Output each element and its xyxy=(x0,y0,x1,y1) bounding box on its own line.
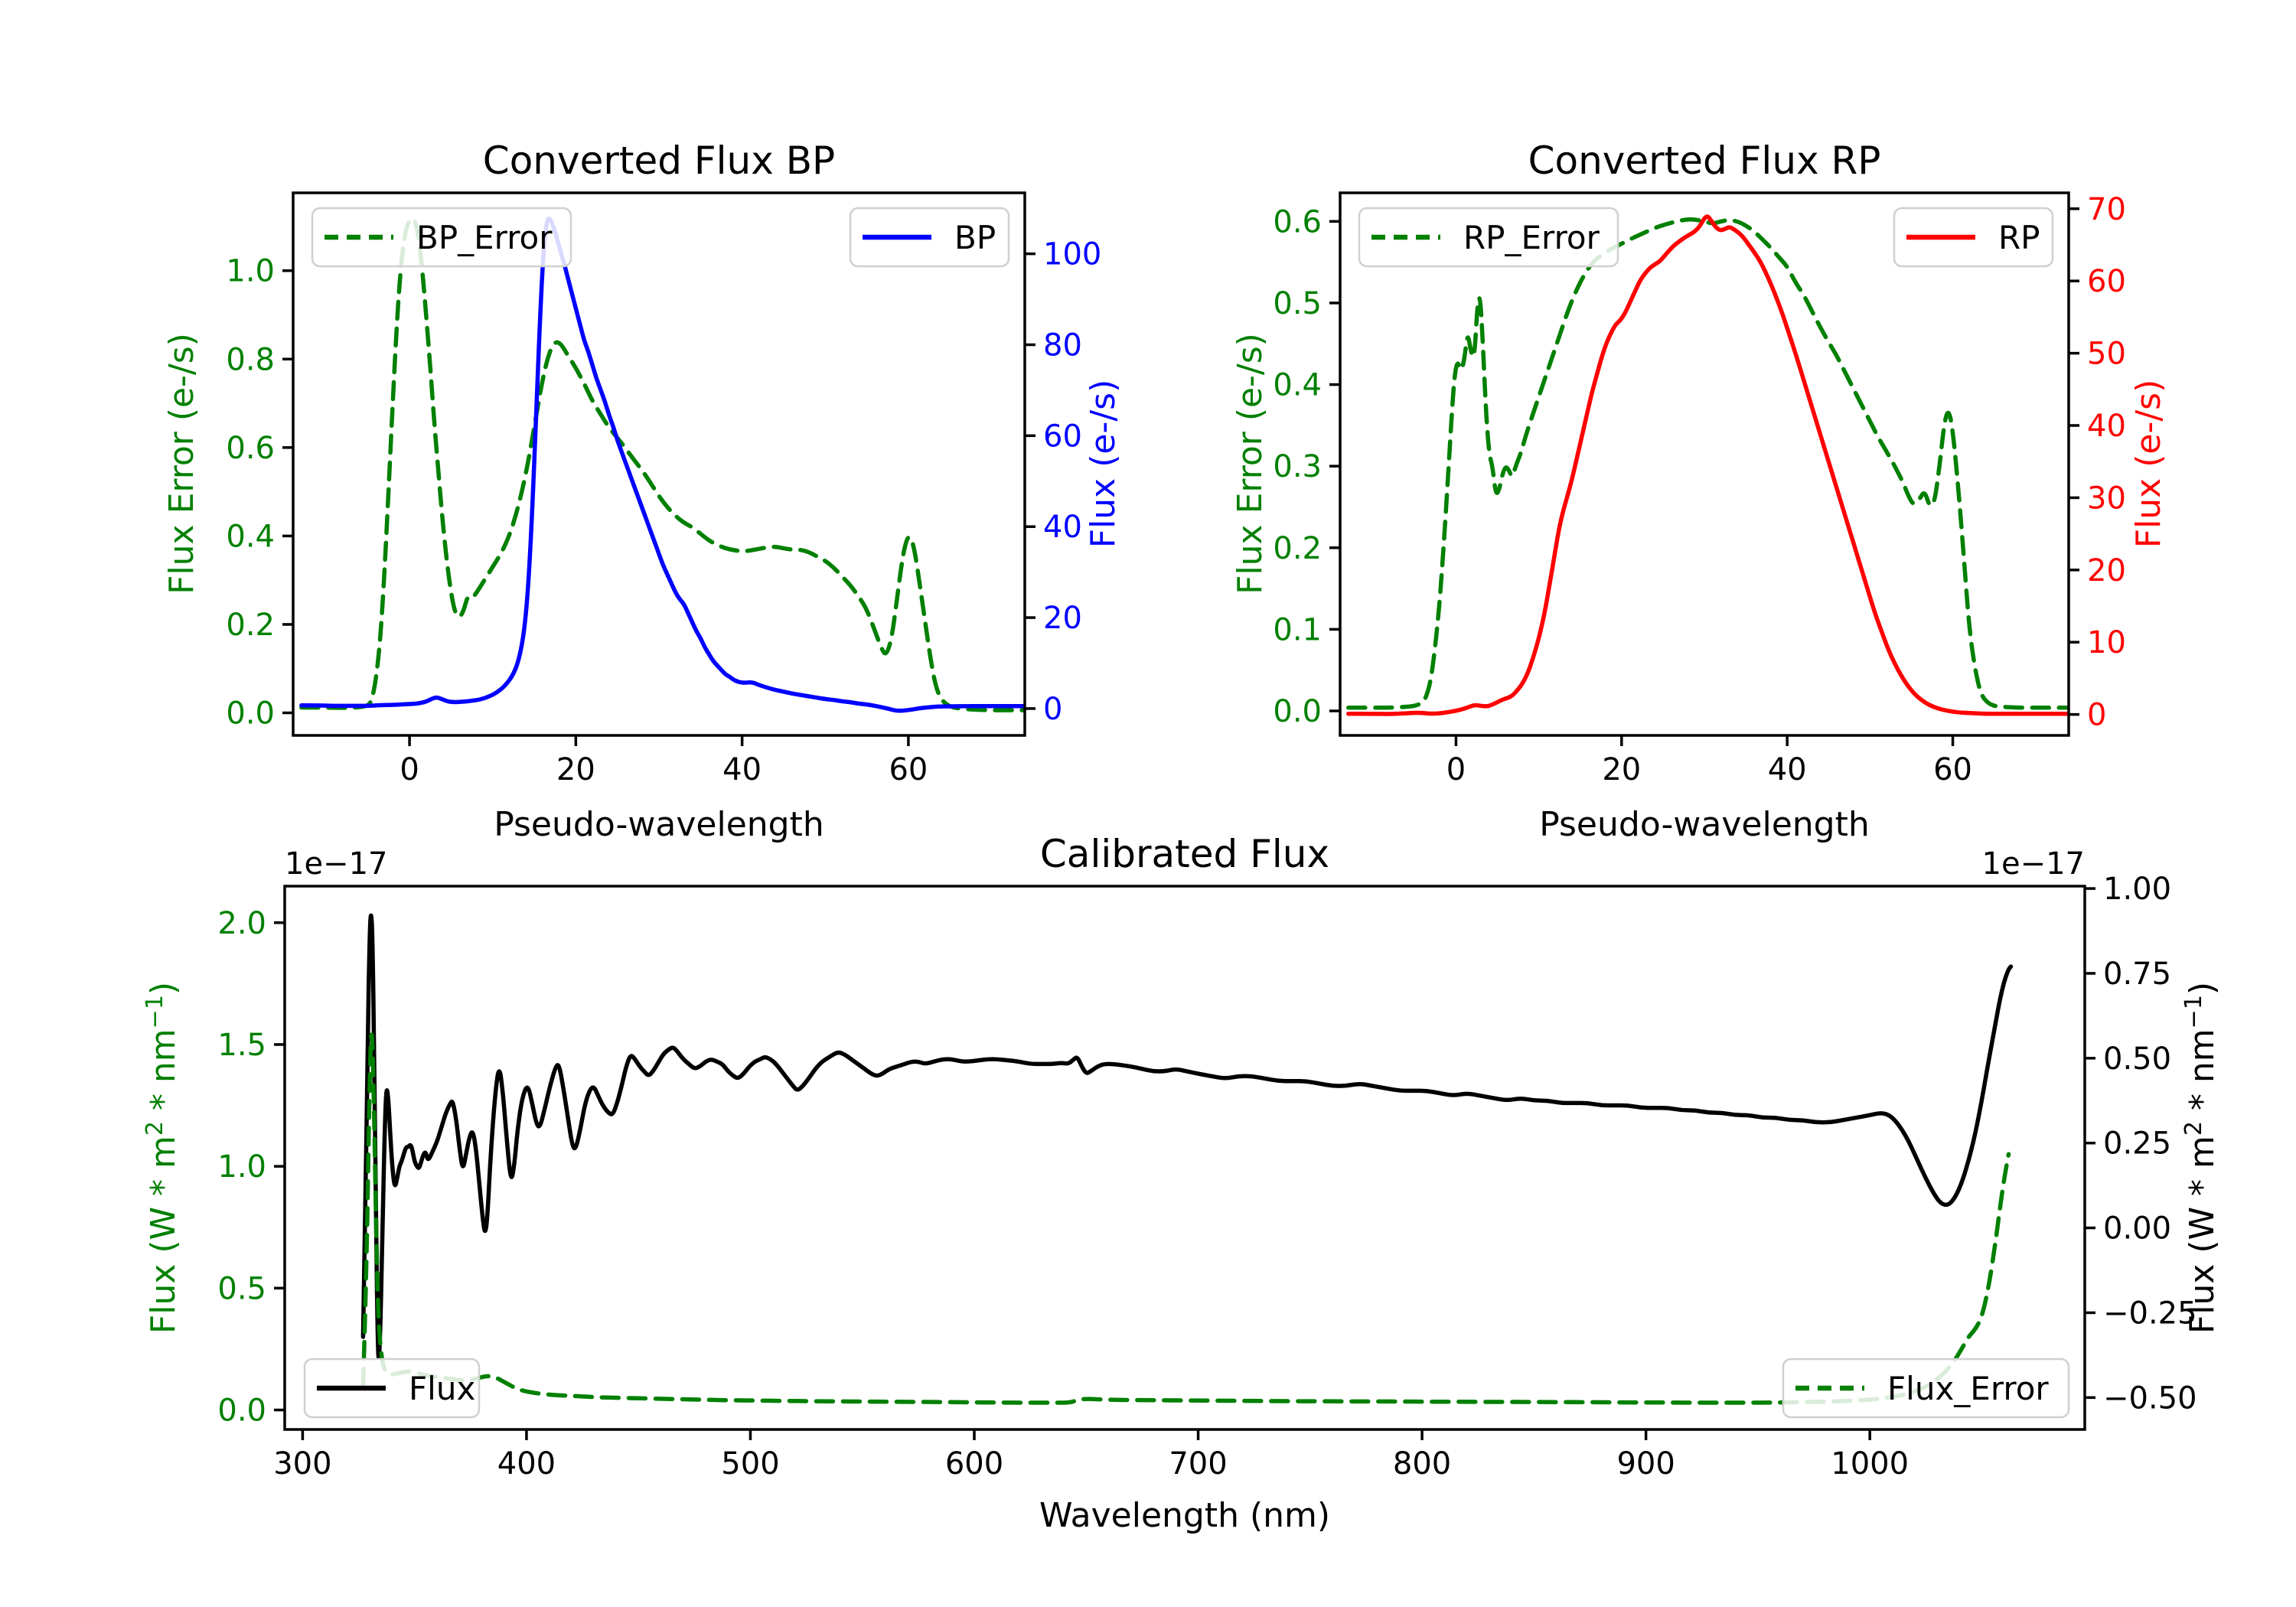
rp-curve xyxy=(1346,214,2069,716)
axis-offset-right: 1e−17 xyxy=(1982,846,2085,882)
y-tick-label-right: 0.25 xyxy=(2103,1126,2171,1162)
legend-rp-error: RP_Error xyxy=(1358,207,1619,268)
y-tick-label-right: 0.00 xyxy=(2103,1211,2171,1247)
y-tick-label-right: 0 xyxy=(2087,698,2106,733)
y-tick-label-right: 40 xyxy=(2087,409,2126,444)
x-tick-label: 1000 xyxy=(1831,1446,1909,1482)
subplot-converted-flux-bp: 0 20 40 60 0.0 0.2 0.4 0.6 0.8 1.0 0 20 40 60 80 100 Con… xyxy=(162,139,1123,844)
x-tick-label: 60 xyxy=(889,752,928,787)
x-tick-label: 500 xyxy=(721,1446,779,1482)
x-tick-label: 700 xyxy=(1169,1446,1227,1482)
x-tick-label: 20 xyxy=(556,752,595,787)
legend-bp-error: BP_Error xyxy=(311,207,572,268)
legend-frame xyxy=(1358,207,1619,268)
x-tick-label: 0 xyxy=(1446,752,1466,787)
x-axis-label: Pseudo-wavelength xyxy=(1539,805,1870,844)
y-tick-label-left: 1.0 xyxy=(217,1149,266,1185)
legend-label: Flux_Error xyxy=(1887,1370,2049,1407)
y-tick-label-right: 0 xyxy=(1043,692,1062,727)
y-tick-label-left: 0.1 xyxy=(1273,612,1322,647)
flux-curve xyxy=(360,913,2014,1360)
y-tick-label-right: −0.25 xyxy=(2103,1296,2197,1331)
y-tick-label-right: 10 xyxy=(2087,625,2126,660)
x-tick-label: 900 xyxy=(1616,1446,1675,1482)
y-tick-label-right: 20 xyxy=(2087,553,2126,588)
rp-error-curve xyxy=(1346,217,2069,710)
x-tick-label: 800 xyxy=(1393,1446,1451,1482)
legend-frame xyxy=(303,1358,481,1419)
y-tick-label-left: 0.5 xyxy=(1273,286,1322,321)
y-axis-label-right: Flux (e-/s) xyxy=(2129,380,2168,548)
y-tick-label-right: 0.75 xyxy=(2103,957,2171,992)
y-tick-label-left: 0.6 xyxy=(1273,204,1322,240)
y-axis-label-right: Flux (W * m2 * nm−1) xyxy=(2180,982,2222,1334)
x-tick-label: 600 xyxy=(945,1446,1003,1482)
legend-label: BP_Error xyxy=(416,219,553,256)
legend-frame xyxy=(1782,1358,2070,1419)
bp-curve xyxy=(299,216,1025,713)
bp-error-curve xyxy=(299,216,1025,712)
plot-title: Converted Flux RP xyxy=(1528,139,1881,183)
x-axis-label: Pseudo-wavelength xyxy=(494,805,824,844)
legend-label: RP_Error xyxy=(1463,219,1600,256)
axes-frame xyxy=(292,191,1026,737)
y-tick-label-right: 20 xyxy=(1043,601,1082,636)
axis-offset-left: 1e−17 xyxy=(285,846,387,882)
y-tick-label-left: 0.8 xyxy=(226,342,275,377)
y-axis-label-right: Flux (e-/s) xyxy=(1084,380,1123,548)
y-tick-label-right: 0.50 xyxy=(2103,1041,2171,1077)
y-tick-label-left: 1.5 xyxy=(217,1028,266,1063)
y-axis-label-left: Flux Error (e-/s) xyxy=(1231,333,1270,595)
y-tick-label-right: 70 xyxy=(2087,192,2126,227)
y-tick-label-right: 50 xyxy=(2087,337,2126,372)
x-tick-label: 60 xyxy=(1933,752,1972,787)
subplot-calibrated-flux: 300 400 500 600 700 800 900 1000 0.0 0.5 1.0 1.5 2.0… xyxy=(142,832,2222,1535)
x-axis-label: Wavelength (nm) xyxy=(1039,1496,1330,1535)
y-tick-label-left: 0.0 xyxy=(217,1393,266,1429)
y-tick-label-left: 0.4 xyxy=(226,519,275,554)
legend-flux-error: Flux_Error xyxy=(1782,1358,2070,1419)
y-tick-label-left: 2.0 xyxy=(217,906,266,941)
y-tick-label-left: 0.2 xyxy=(226,608,275,643)
x-tick-label: 400 xyxy=(497,1446,556,1482)
x-tick-label: 20 xyxy=(1602,752,1641,787)
legend-label: BP xyxy=(954,219,996,256)
legend-rp: RP xyxy=(1893,207,2054,268)
y-tick-label-left: 0.6 xyxy=(226,431,275,466)
y-tick-label-right: 30 xyxy=(2087,481,2126,516)
y-tick-label-right: 60 xyxy=(1043,419,1082,454)
y-tick-label-right: 80 xyxy=(1043,328,1082,363)
flux-error-curve xyxy=(360,1032,2011,1405)
y-axis-label-left: Flux Error (e-/s) xyxy=(162,333,201,595)
plot-title: Calibrated Flux xyxy=(1040,832,1329,876)
legend-label: Flux xyxy=(409,1370,475,1407)
y-tick-label-right: 60 xyxy=(2087,264,2126,299)
legend-frame xyxy=(311,207,572,268)
y-axis-label-left: Flux (W * m2 * nm−1) xyxy=(142,982,183,1334)
axes-frame xyxy=(283,885,2086,1431)
plot-title: Converted Flux BP xyxy=(483,139,835,183)
subplot-converted-flux-rp: 0 20 40 60 0.0 0.1 0.2 0.3 0.4 0.5 0.6 0 10 20 30 40 50 6… xyxy=(1231,139,2168,844)
y-tick-label-right: 100 xyxy=(1043,237,1101,272)
y-tick-label-left: 0.0 xyxy=(1273,694,1322,729)
x-tick-label: 40 xyxy=(1768,752,1807,787)
legend-bp: BP xyxy=(849,207,1010,268)
y-tick-label-right: −0.50 xyxy=(2103,1380,2197,1416)
x-tick-label: 40 xyxy=(722,752,762,787)
y-tick-label-right: 40 xyxy=(1043,510,1082,545)
y-tick-label-left: 0.5 xyxy=(217,1271,266,1306)
y-tick-label-left: 0.4 xyxy=(1273,368,1322,403)
legend-label: RP xyxy=(1998,219,2040,256)
y-tick-label-left: 0.0 xyxy=(226,696,275,732)
x-tick-label: 300 xyxy=(273,1446,331,1482)
y-tick-label-left: 0.2 xyxy=(1273,531,1322,566)
x-tick-label: 0 xyxy=(400,752,419,787)
legend-flux: Flux xyxy=(303,1358,481,1419)
y-tick-label-left: 1.0 xyxy=(226,254,275,289)
axes-frame xyxy=(1339,191,2070,737)
y-tick-label-left: 0.3 xyxy=(1273,449,1322,484)
y-tick-label-right: 1.00 xyxy=(2103,872,2171,907)
